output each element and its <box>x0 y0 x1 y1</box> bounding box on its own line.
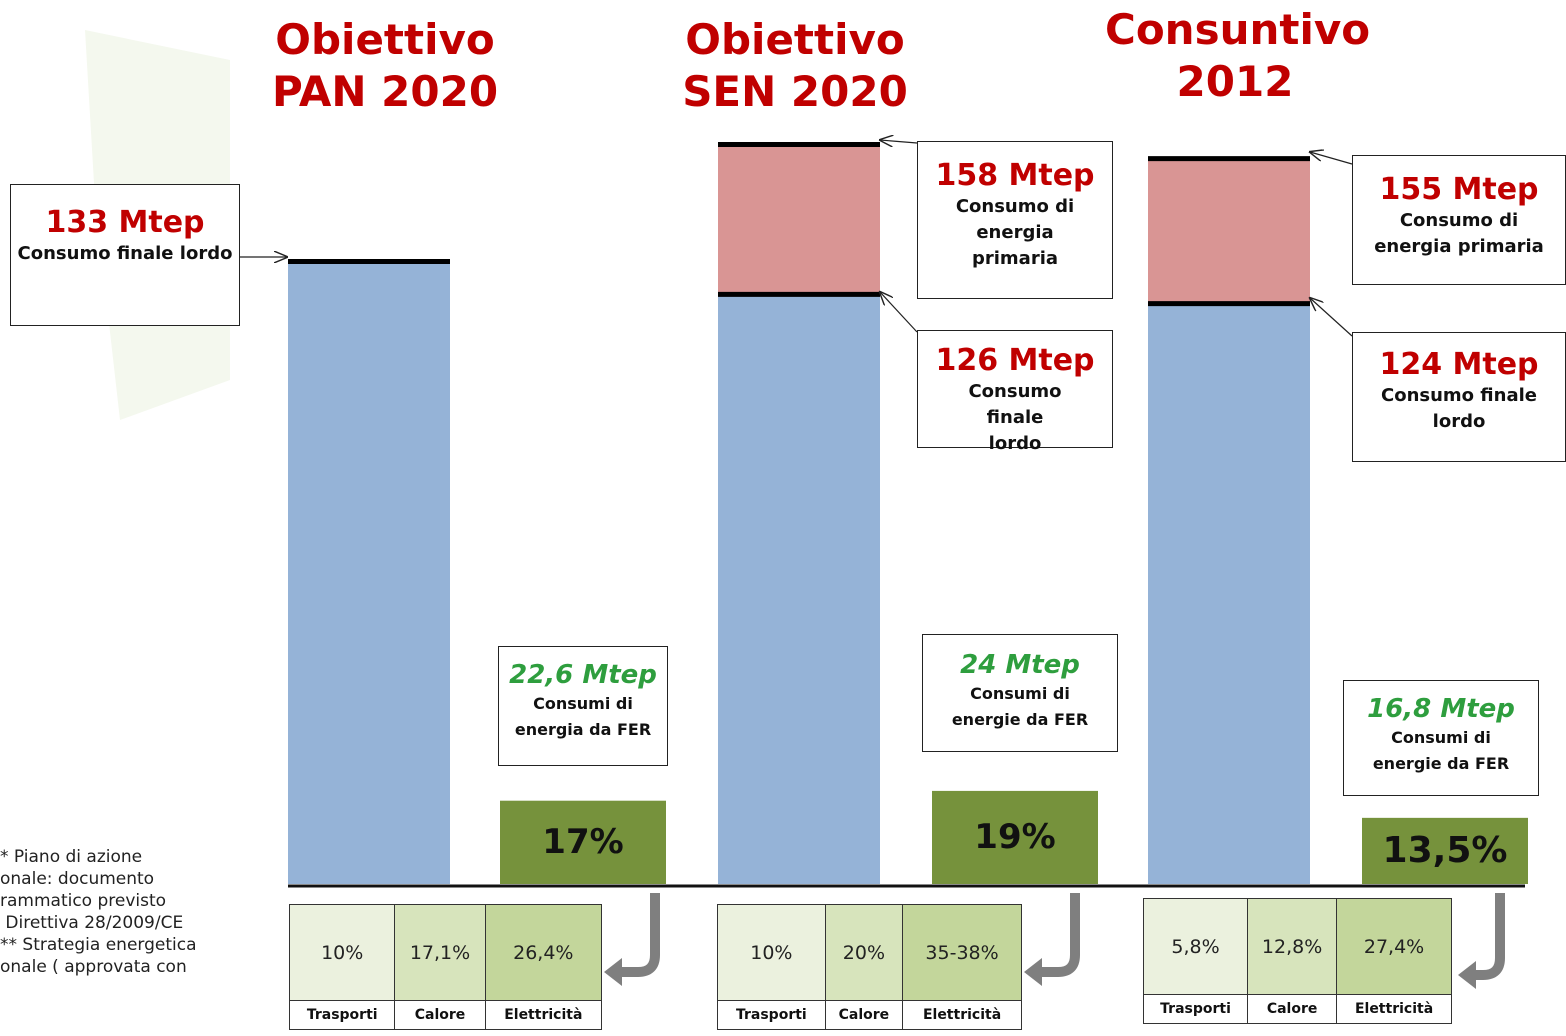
breakdown-pan-header-calore: Calore <box>394 1000 486 1030</box>
callout-fer-sen: 24 Mtep Consumi di energie da FER <box>922 634 1118 752</box>
callout-total-2012: 124 Mtep Consumo finale lordo <box>1352 332 1566 462</box>
callout-primary-sen: 158 Mtep Consumo di energia primaria <box>917 141 1113 299</box>
breakdown-pan-header-trasporti: Trasporti <box>288 1000 396 1030</box>
breakdown-2012-elettricita: 27,4% <box>1336 898 1452 995</box>
title-2012: Consuntivo 2012 <box>1105 4 1371 108</box>
callout-fer-2012-label: Consumi di energie da FER <box>1372 728 1510 773</box>
callout-fer-pan: 22,6 Mtep Consumi di energia da FER <box>498 646 668 766</box>
title-2012-line2: 2012 <box>1176 57 1294 106</box>
title-pan: Obiettivo PAN 2020 <box>270 14 500 118</box>
breakdown-sen-header-calore: Calore <box>824 1000 904 1030</box>
callout-total-pan: 133 Mtep Consumo finale lordo <box>10 184 240 326</box>
callout-total-pan-value: 133 Mtep <box>45 205 205 240</box>
title-pan-line1: Obiettivo <box>275 15 495 64</box>
curved-arrow-head-pan <box>604 958 622 986</box>
breakdown-2012-calore: 12,8% <box>1247 898 1338 995</box>
breakdown-2012-header-trasporti: Trasporti <box>1142 994 1249 1024</box>
bar-final-sen <box>718 294 880 884</box>
fer-share-sen: 19% <box>974 817 1056 858</box>
callout-total-sen: 126 Mtep Consumo finale lordo <box>917 330 1113 454</box>
curved-arrow-head-2012 <box>1458 961 1476 989</box>
bar-primary-2012 <box>1148 158 1310 304</box>
callout-fer-pan-label: Consumi di energia da FER <box>514 694 652 739</box>
breakdown-2012-header-elettricita: Elettricità <box>1336 994 1452 1024</box>
breakdown-sen-trasporti: 10% <box>717 904 826 1001</box>
callout-primary-2012-value: 155 Mtep <box>1379 172 1539 207</box>
callout-fer-2012: 16,8 Mtep Consumi di energie da FER <box>1343 680 1539 796</box>
bar-fer-pan <box>500 800 666 884</box>
callout-total-pan-label: Consumo finale lordo <box>17 243 233 264</box>
breakdown-2012-trasporti: 5,8% <box>1142 898 1249 995</box>
bar-primary-sen <box>718 144 880 295</box>
title-pan-line2: PAN 2020 <box>271 67 499 116</box>
fer-share-pan: 17% <box>542 822 624 863</box>
breakdown-table-2012: 5,8% 12,8% 27,4% Trasporti Calore Elettr… <box>1142 898 1452 1024</box>
breakdown-pan-header-elettricita: Elettricità <box>484 1000 603 1030</box>
arrow-primary-2012 <box>1310 152 1353 165</box>
curved-arrow-sen <box>1036 893 1080 977</box>
breakdown-pan-elettricita: 26,4% <box>484 904 603 1001</box>
arrow-primary-sen <box>880 140 918 143</box>
bar-final-pan <box>288 261 450 884</box>
curved-arrow-pan <box>616 893 660 977</box>
breakdown-table-sen: 10% 20% 35-38% Trasporti Calore Elettric… <box>717 904 1022 1030</box>
bar-fer-2012 <box>1362 817 1528 884</box>
callout-fer-sen-value: 24 Mtep <box>960 650 1080 680</box>
arrow-total-sen <box>880 292 918 333</box>
bar-fer-sen <box>932 790 1098 884</box>
fer-share-2012: 13,5% <box>1382 830 1508 872</box>
breakdown-sen-calore: 20% <box>824 904 904 1001</box>
breakdown-sen-header-elettricita: Elettricità <box>902 1000 1022 1030</box>
breakdown-2012-header-calore: Calore <box>1247 994 1338 1024</box>
breakdown-sen-header-trasporti: Trasporti <box>717 1000 826 1030</box>
arrow-total-2012 <box>1310 298 1353 337</box>
breakdown-table-pan: 10% 17,1% 26,4% Trasporti Calore Elettri… <box>288 904 603 1030</box>
footnote: * Piano di azione onale: documento ramma… <box>0 847 197 977</box>
title-sen: Obiettivo SEN 2020 <box>680 14 910 118</box>
breakdown-sen-elettricita: 35-38% <box>902 904 1022 1001</box>
callout-fer-pan-value: 22,6 Mtep <box>509 660 657 690</box>
callout-primary-sen-value: 158 Mtep <box>935 158 1095 193</box>
callout-primary-2012: 155 Mtep Consumo di energia primaria <box>1352 155 1566 285</box>
curved-arrow-head-sen <box>1024 958 1042 986</box>
callout-primary-sen-label: Consumo di energia primaria <box>955 196 1075 269</box>
callout-fer-2012-value: 16,8 Mtep <box>1367 694 1515 724</box>
callout-total-sen-value: 126 Mtep <box>935 343 1095 378</box>
bar-final-2012 <box>1148 303 1310 884</box>
title-2012-line1: Consuntivo <box>1105 5 1371 54</box>
breakdown-pan-trasporti: 10% <box>288 904 396 1001</box>
callout-fer-sen-label: Consumi di energie da FER <box>951 684 1089 729</box>
callout-total-2012-label: Consumo finale lordo <box>1381 385 1537 432</box>
callout-total-sen-label: Consumo finale lordo <box>968 381 1062 454</box>
title-sen-line1: Obiettivo <box>685 15 905 64</box>
title-sen-line2: SEN 2020 <box>682 67 908 116</box>
callout-total-2012-value: 124 Mtep <box>1379 347 1539 382</box>
callout-primary-2012-label: Consumo di energia primaria <box>1374 210 1544 257</box>
breakdown-pan-calore: 17,1% <box>394 904 486 1001</box>
curved-arrow-2012 <box>1471 893 1505 980</box>
